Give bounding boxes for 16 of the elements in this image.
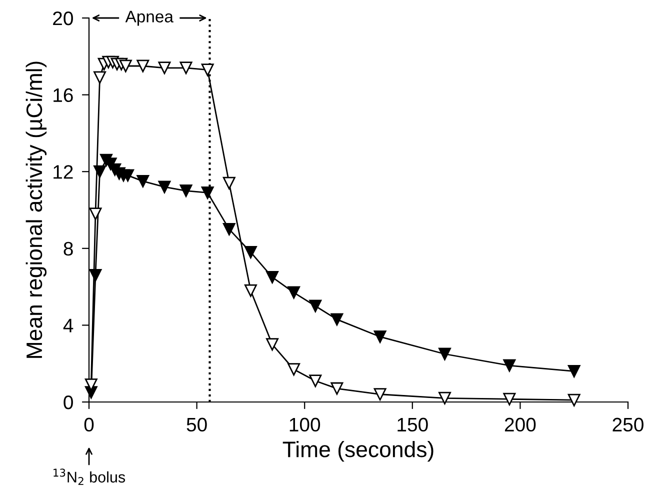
x-tick-label: 150 bbox=[398, 418, 428, 432]
x-tick-label: 200 bbox=[504, 418, 536, 432]
x-tick-label: 250 bbox=[612, 418, 644, 432]
y-axis-title: Mean regional activity (µCi/ml) bbox=[26, 62, 47, 358]
y-tick-label: 16 bbox=[54, 88, 73, 102]
x-tick-label: 0 bbox=[84, 418, 94, 432]
x-tick-label: 100 bbox=[290, 418, 320, 432]
text: $^{13}$N$_{2}$ bolus bbox=[54, 468, 126, 485]
y-tick-label: 0 bbox=[64, 395, 73, 410]
y-tick-label: 8 bbox=[64, 242, 73, 256]
annotation: Apnea bbox=[125, 10, 174, 26]
x-axis-title: Time (seconds) bbox=[282, 440, 434, 462]
x-tick-label: 50 bbox=[186, 418, 207, 432]
y-tick-label: 20 bbox=[53, 11, 73, 26]
y-tick-label: 12 bbox=[54, 165, 73, 179]
y-tick-label: 4 bbox=[63, 318, 74, 332]
